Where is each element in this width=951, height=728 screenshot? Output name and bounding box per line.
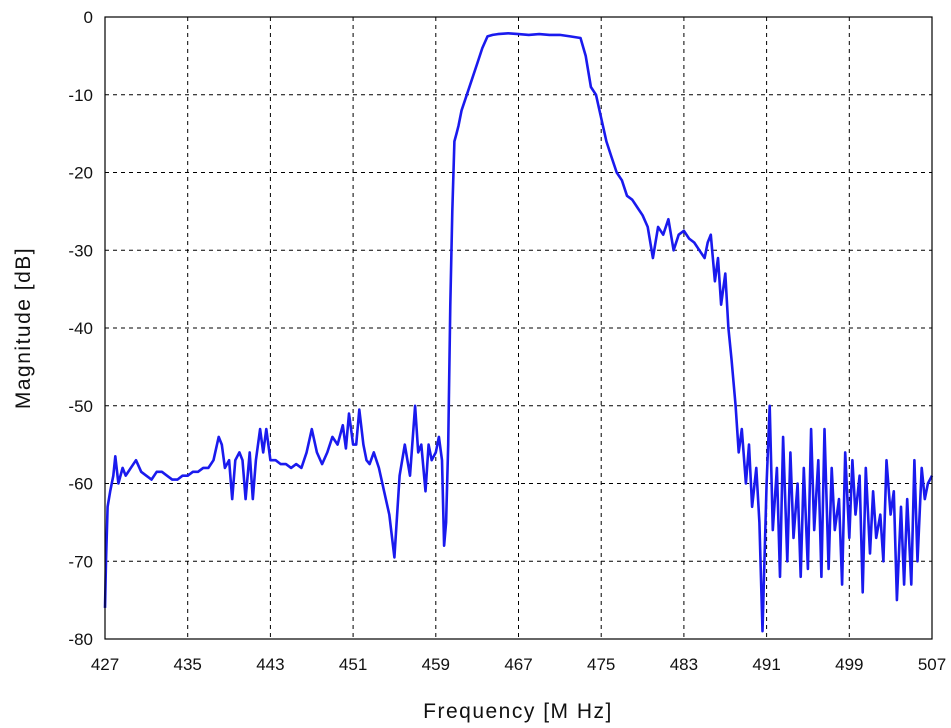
y-tick-label: -20: [68, 164, 93, 183]
x-tick-label: 467: [504, 655, 532, 674]
x-tick-label: 435: [174, 655, 202, 674]
y-tick-label: 0: [84, 8, 93, 27]
x-axis-title: Frequency [M Hz]: [423, 700, 613, 723]
magnitude-trace: [103, 31, 934, 633]
y-tick-labels: 0 -10 -20 -30 -40 -50 -60 -70 -80: [68, 8, 93, 649]
y-tick-label: -40: [68, 319, 93, 338]
y-tick-label: -80: [68, 630, 93, 649]
x-tick-labels: 427 435 443 451 459 467 475 483 491 499 507: [91, 655, 946, 674]
x-tick-label: 459: [422, 655, 450, 674]
grid: [105, 17, 932, 639]
x-tick-label: 483: [670, 655, 698, 674]
y-tick-label: -70: [68, 552, 93, 571]
y-axis-title: Magnitude [dB]: [12, 247, 35, 409]
x-tick-label: 427: [91, 655, 119, 674]
x-tick-label: 475: [587, 655, 615, 674]
x-tick-label: 491: [752, 655, 780, 674]
x-tick-label: 507: [918, 655, 946, 674]
plot-frame: [104, 16, 933, 640]
x-tick-label: 451: [339, 655, 367, 674]
y-tick-label: -60: [68, 475, 93, 494]
y-tick-label: -10: [68, 86, 93, 105]
y-tick-label: -50: [68, 397, 93, 416]
y-tick-label: -30: [68, 241, 93, 260]
x-tick-label: 499: [835, 655, 863, 674]
x-tick-label: 443: [256, 655, 284, 674]
